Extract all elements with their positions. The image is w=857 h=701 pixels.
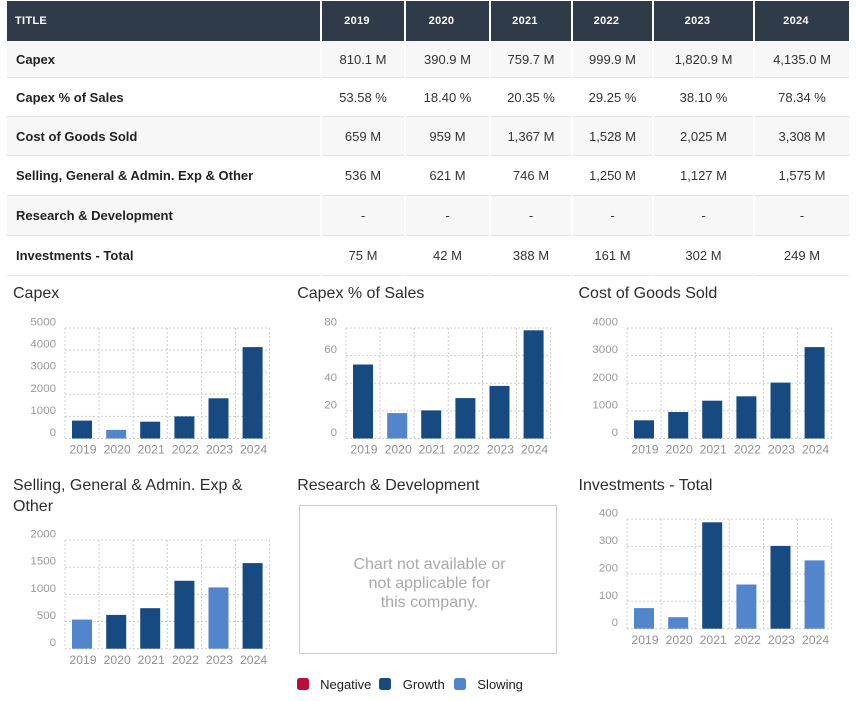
- svg-text:400: 400: [599, 509, 618, 519]
- svg-text:0: 0: [612, 617, 618, 629]
- svg-text:2023: 2023: [487, 443, 514, 457]
- svg-text:0: 0: [49, 427, 55, 439]
- svg-text:20: 20: [324, 399, 337, 411]
- svg-text:0: 0: [331, 427, 337, 439]
- svg-text:0: 0: [612, 427, 618, 439]
- svg-text:2024: 2024: [802, 443, 829, 457]
- svg-text:2022: 2022: [734, 443, 761, 457]
- svg-text:2024: 2024: [802, 633, 829, 647]
- svg-text:300: 300: [599, 535, 618, 547]
- svg-text:80: 80: [324, 318, 337, 329]
- svg-text:5000: 5000: [30, 318, 56, 329]
- svg-text:2019: 2019: [69, 653, 96, 667]
- svg-text:2000: 2000: [593, 372, 619, 384]
- svg-text:2024: 2024: [240, 443, 267, 457]
- svg-text:2023: 2023: [206, 653, 233, 667]
- svg-text:2020: 2020: [385, 443, 412, 457]
- svg-text:2022: 2022: [172, 653, 199, 667]
- svg-text:200: 200: [599, 562, 618, 574]
- svg-text:2000: 2000: [30, 530, 56, 540]
- svg-text:2021: 2021: [700, 633, 727, 647]
- svg-text:2023: 2023: [206, 443, 233, 457]
- svg-text:2020: 2020: [666, 443, 693, 457]
- svg-text:2019: 2019: [350, 443, 377, 457]
- svg-text:2021: 2021: [419, 443, 446, 457]
- svg-text:4000: 4000: [593, 318, 619, 329]
- svg-text:100: 100: [599, 590, 618, 602]
- svg-text:2022: 2022: [453, 443, 480, 457]
- svg-text:500: 500: [37, 610, 56, 622]
- svg-text:2020: 2020: [103, 653, 130, 667]
- svg-text:2024: 2024: [240, 653, 267, 667]
- svg-text:2023: 2023: [768, 443, 795, 457]
- svg-text:2019: 2019: [632, 443, 659, 457]
- svg-text:40: 40: [324, 372, 337, 384]
- svg-text:2021: 2021: [137, 443, 164, 457]
- svg-text:2022: 2022: [734, 633, 761, 647]
- svg-text:2019: 2019: [632, 633, 659, 647]
- svg-text:2019: 2019: [69, 443, 96, 457]
- svg-text:2021: 2021: [700, 443, 727, 457]
- svg-text:3000: 3000: [30, 361, 56, 373]
- svg-text:0: 0: [49, 637, 55, 649]
- svg-text:2024: 2024: [521, 443, 548, 457]
- svg-text:4000: 4000: [30, 339, 56, 351]
- svg-text:60: 60: [324, 344, 337, 356]
- svg-text:1000: 1000: [30, 405, 56, 417]
- svg-text:1500: 1500: [30, 556, 56, 568]
- svg-text:1000: 1000: [30, 583, 56, 595]
- svg-text:2020: 2020: [666, 633, 693, 647]
- svg-text:2020: 2020: [103, 443, 130, 457]
- svg-text:2022: 2022: [172, 443, 199, 457]
- svg-text:1000: 1000: [593, 399, 619, 411]
- svg-text:2000: 2000: [30, 383, 56, 395]
- svg-text:2021: 2021: [137, 653, 164, 667]
- svg-text:2023: 2023: [768, 633, 795, 647]
- svg-text:3000: 3000: [593, 344, 619, 356]
